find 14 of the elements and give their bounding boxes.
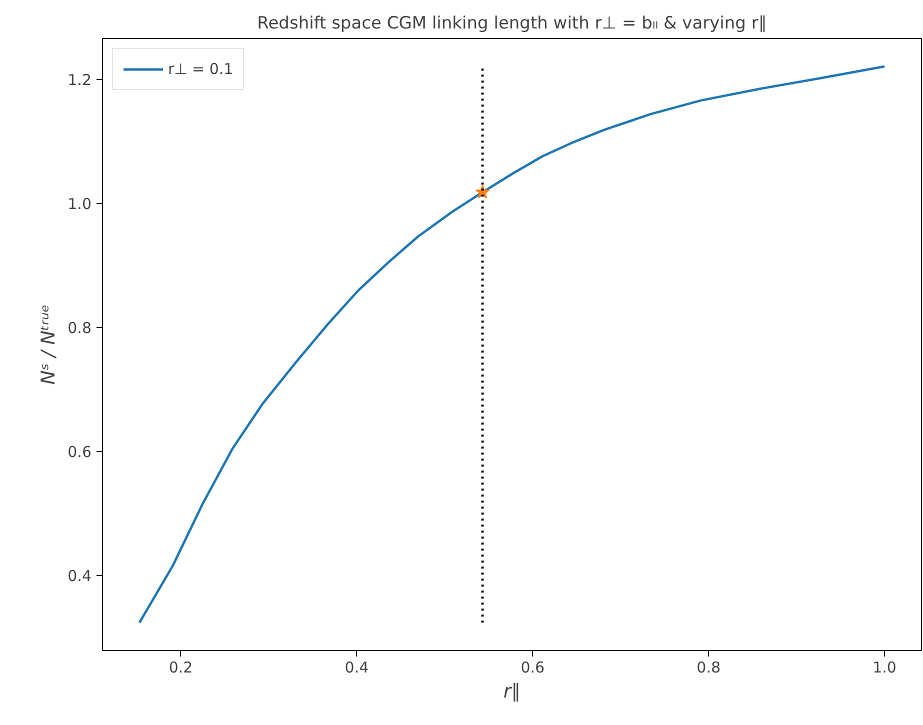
y-tick-label: 0.4 [68,566,92,585]
x-tick-label: 0.4 [344,658,369,676]
x-tick-label: 1.0 [872,658,896,676]
y-tick-label: 1.2 [68,70,92,89]
chart-title: Redshift space CGM linking length with r⊥ = bₗₗ & varying r∥ [257,14,767,34]
y-axis-title: Nˢ / Nᵗʳᵘᵉ [38,304,60,385]
x-tick-label: 0.8 [696,658,721,676]
y-tick-label: 0.6 [68,442,92,461]
x-tick-label: 0.6 [520,658,545,676]
y-tick-label: 1.0 [68,194,92,213]
x-tick-label: 0.2 [168,658,193,676]
y-tick-label: 0.8 [68,318,92,337]
x-axis-title: r∥ [503,680,521,702]
legend-label: r⊥ = 0.1 [168,60,234,78]
